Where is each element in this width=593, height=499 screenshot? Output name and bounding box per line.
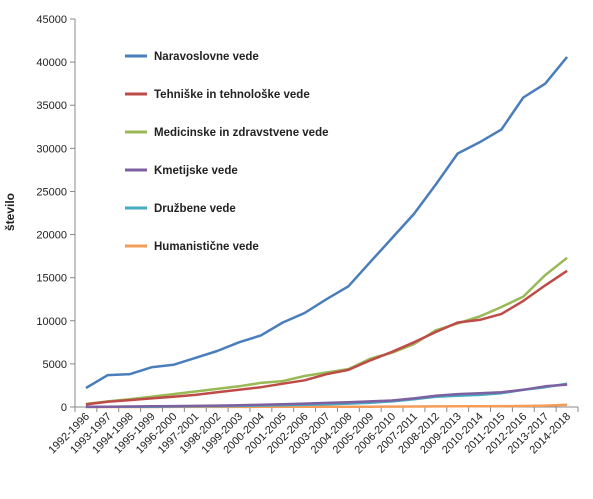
y-tick-label: 40000 xyxy=(36,57,67,69)
y-tick-label: 0 xyxy=(61,402,67,414)
series-line-tehni-ke-in-tehnolo-ke-vede xyxy=(85,269,568,406)
legend: Naravoslovne vede Tehniške in tehnološke … xyxy=(125,51,329,253)
y-tick-label: 10000 xyxy=(36,316,67,328)
y-tick-label: 15000 xyxy=(36,273,67,285)
legend-label: Družbene vede xyxy=(154,203,236,215)
x-tick-labels: 1992-19961993-19971994-19981995-19991996… xyxy=(46,411,573,457)
series-line-kmetijske-vede xyxy=(85,383,568,409)
y-tick-label: 5000 xyxy=(43,359,67,371)
y-tick-label: 25000 xyxy=(36,186,67,198)
legend-label: Naravoslovne vede xyxy=(154,51,259,63)
series-line-medicinske-in-zdravstvene-vede xyxy=(85,256,568,406)
legend-label: Tehniške in tehnološke vede xyxy=(154,89,310,101)
legend-label: Kmetijske vede xyxy=(154,165,238,177)
y-tick-label: 45000 xyxy=(36,14,67,26)
y-tick-label: 20000 xyxy=(36,230,67,242)
legend-label: Medicinske in zdravstvene vede xyxy=(154,127,329,139)
y-axis-label: število xyxy=(3,193,17,231)
legend-label: Humanistične vede xyxy=(154,241,259,253)
y-tick-labels: 0 5000 10000 15000 20000 25000 30000 35000 40000… xyxy=(36,14,67,414)
y-tick-label: 30000 xyxy=(36,143,67,155)
series-lines xyxy=(85,56,569,409)
series-line-naravoslovne-vede xyxy=(85,56,569,390)
y-tick-label: 35000 xyxy=(36,100,67,112)
axes xyxy=(70,18,579,412)
